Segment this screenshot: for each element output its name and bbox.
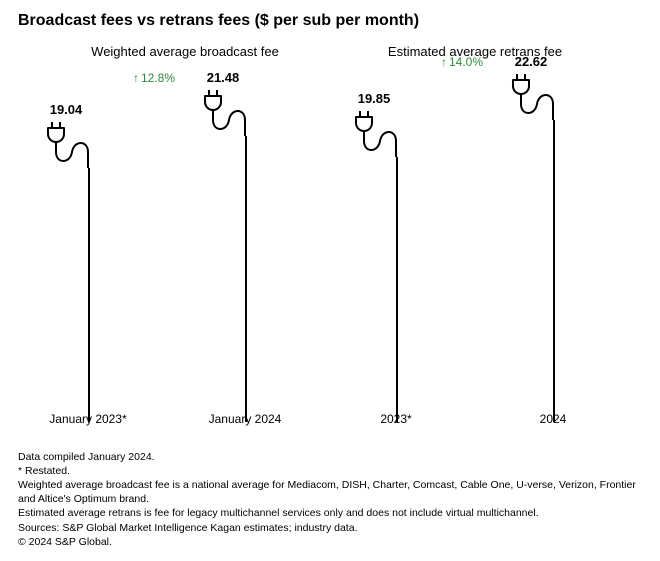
footnote-line: Data compiled January 2024. xyxy=(18,450,642,464)
plug-icon xyxy=(354,111,398,157)
value-label: 21.48 xyxy=(193,70,253,85)
footnote-line: Estimated average retrans is fee for leg… xyxy=(18,506,642,520)
footnotes: Data compiled January 2024. * Restated. … xyxy=(18,450,642,549)
chart-area: 19.04January 2023* 21.48↑12.8%January 20… xyxy=(0,70,660,440)
value-label: 19.85 xyxy=(344,91,404,106)
pct-change-label: ↑12.8% xyxy=(133,71,175,85)
x-axis-label: January 2024 xyxy=(185,412,305,426)
bar: 22.62↑14.0%2024 xyxy=(553,102,555,422)
plug-icon xyxy=(203,90,247,136)
x-axis-label: January 2023* xyxy=(28,412,148,426)
footnote-line: Sources: S&P Global Market Intelligence … xyxy=(18,521,642,535)
bar-line xyxy=(396,157,398,422)
bar-line xyxy=(88,168,90,422)
left-panel: 19.04January 2023* 21.48↑12.8%January 20… xyxy=(0,70,330,440)
bar-line xyxy=(245,136,247,422)
footnote-line: © 2024 S&P Global. xyxy=(18,535,642,549)
pct-change-label: ↑14.0% xyxy=(441,55,483,69)
chart-title: Broadcast fees vs retrans fees ($ per su… xyxy=(0,0,660,30)
up-arrow-icon: ↑ xyxy=(441,55,447,69)
plug-icon xyxy=(46,122,90,168)
bar: 21.48↑12.8%January 2024 xyxy=(245,102,247,422)
bar-line xyxy=(553,120,555,422)
bar: 19.04January 2023* xyxy=(88,102,90,422)
right-panel: 19.852023* 22.62↑14.0%2024 xyxy=(330,70,660,440)
footnote-line: * Restated. xyxy=(18,464,642,478)
plug-icon xyxy=(511,74,555,120)
bar: 19.852023* xyxy=(396,102,398,422)
up-arrow-icon: ↑ xyxy=(133,71,139,85)
left-subtitle: Weighted average broadcast fee xyxy=(40,44,330,59)
x-axis-label: 2023* xyxy=(336,412,456,426)
x-axis-label: 2024 xyxy=(493,412,613,426)
value-label: 22.62 xyxy=(501,54,561,69)
subtitle-row: Weighted average broadcast fee Estimated… xyxy=(0,30,660,59)
value-label: 19.04 xyxy=(36,102,96,117)
footnote-line: Weighted average broadcast fee is a nati… xyxy=(18,478,642,506)
